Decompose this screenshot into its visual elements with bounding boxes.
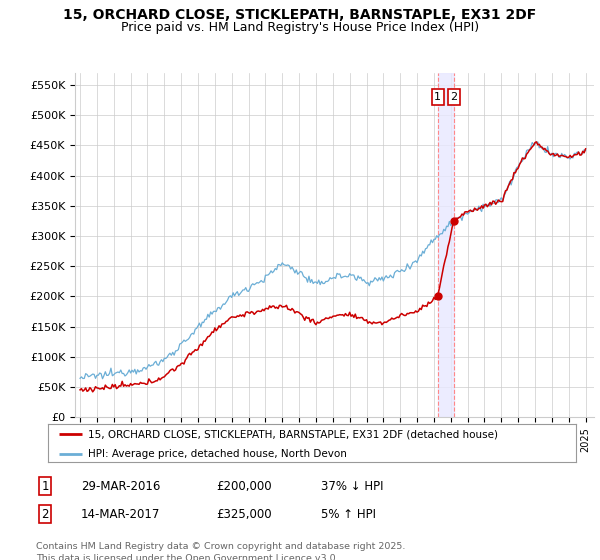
Text: 29-MAR-2016: 29-MAR-2016 [81,479,160,493]
Text: 15, ORCHARD CLOSE, STICKLEPATH, BARNSTAPLE, EX31 2DF (detached house): 15, ORCHARD CLOSE, STICKLEPATH, BARNSTAP… [88,429,497,439]
Text: 15, ORCHARD CLOSE, STICKLEPATH, BARNSTAPLE, EX31 2DF: 15, ORCHARD CLOSE, STICKLEPATH, BARNSTAP… [64,8,536,22]
Text: 5% ↑ HPI: 5% ↑ HPI [321,507,376,521]
Text: 2: 2 [451,92,458,102]
Text: Price paid vs. HM Land Registry's House Price Index (HPI): Price paid vs. HM Land Registry's House … [121,21,479,34]
Text: HPI: Average price, detached house, North Devon: HPI: Average price, detached house, Nort… [88,449,346,459]
Text: Contains HM Land Registry data © Crown copyright and database right 2025.
This d: Contains HM Land Registry data © Crown c… [36,542,406,560]
Text: 2: 2 [41,507,49,521]
Text: £200,000: £200,000 [216,479,272,493]
Text: 1: 1 [41,479,49,493]
Text: 1: 1 [434,92,441,102]
Text: £325,000: £325,000 [216,507,272,521]
Bar [438,73,454,417]
Text: 37% ↓ HPI: 37% ↓ HPI [321,479,383,493]
Text: 14-MAR-2017: 14-MAR-2017 [81,507,160,521]
